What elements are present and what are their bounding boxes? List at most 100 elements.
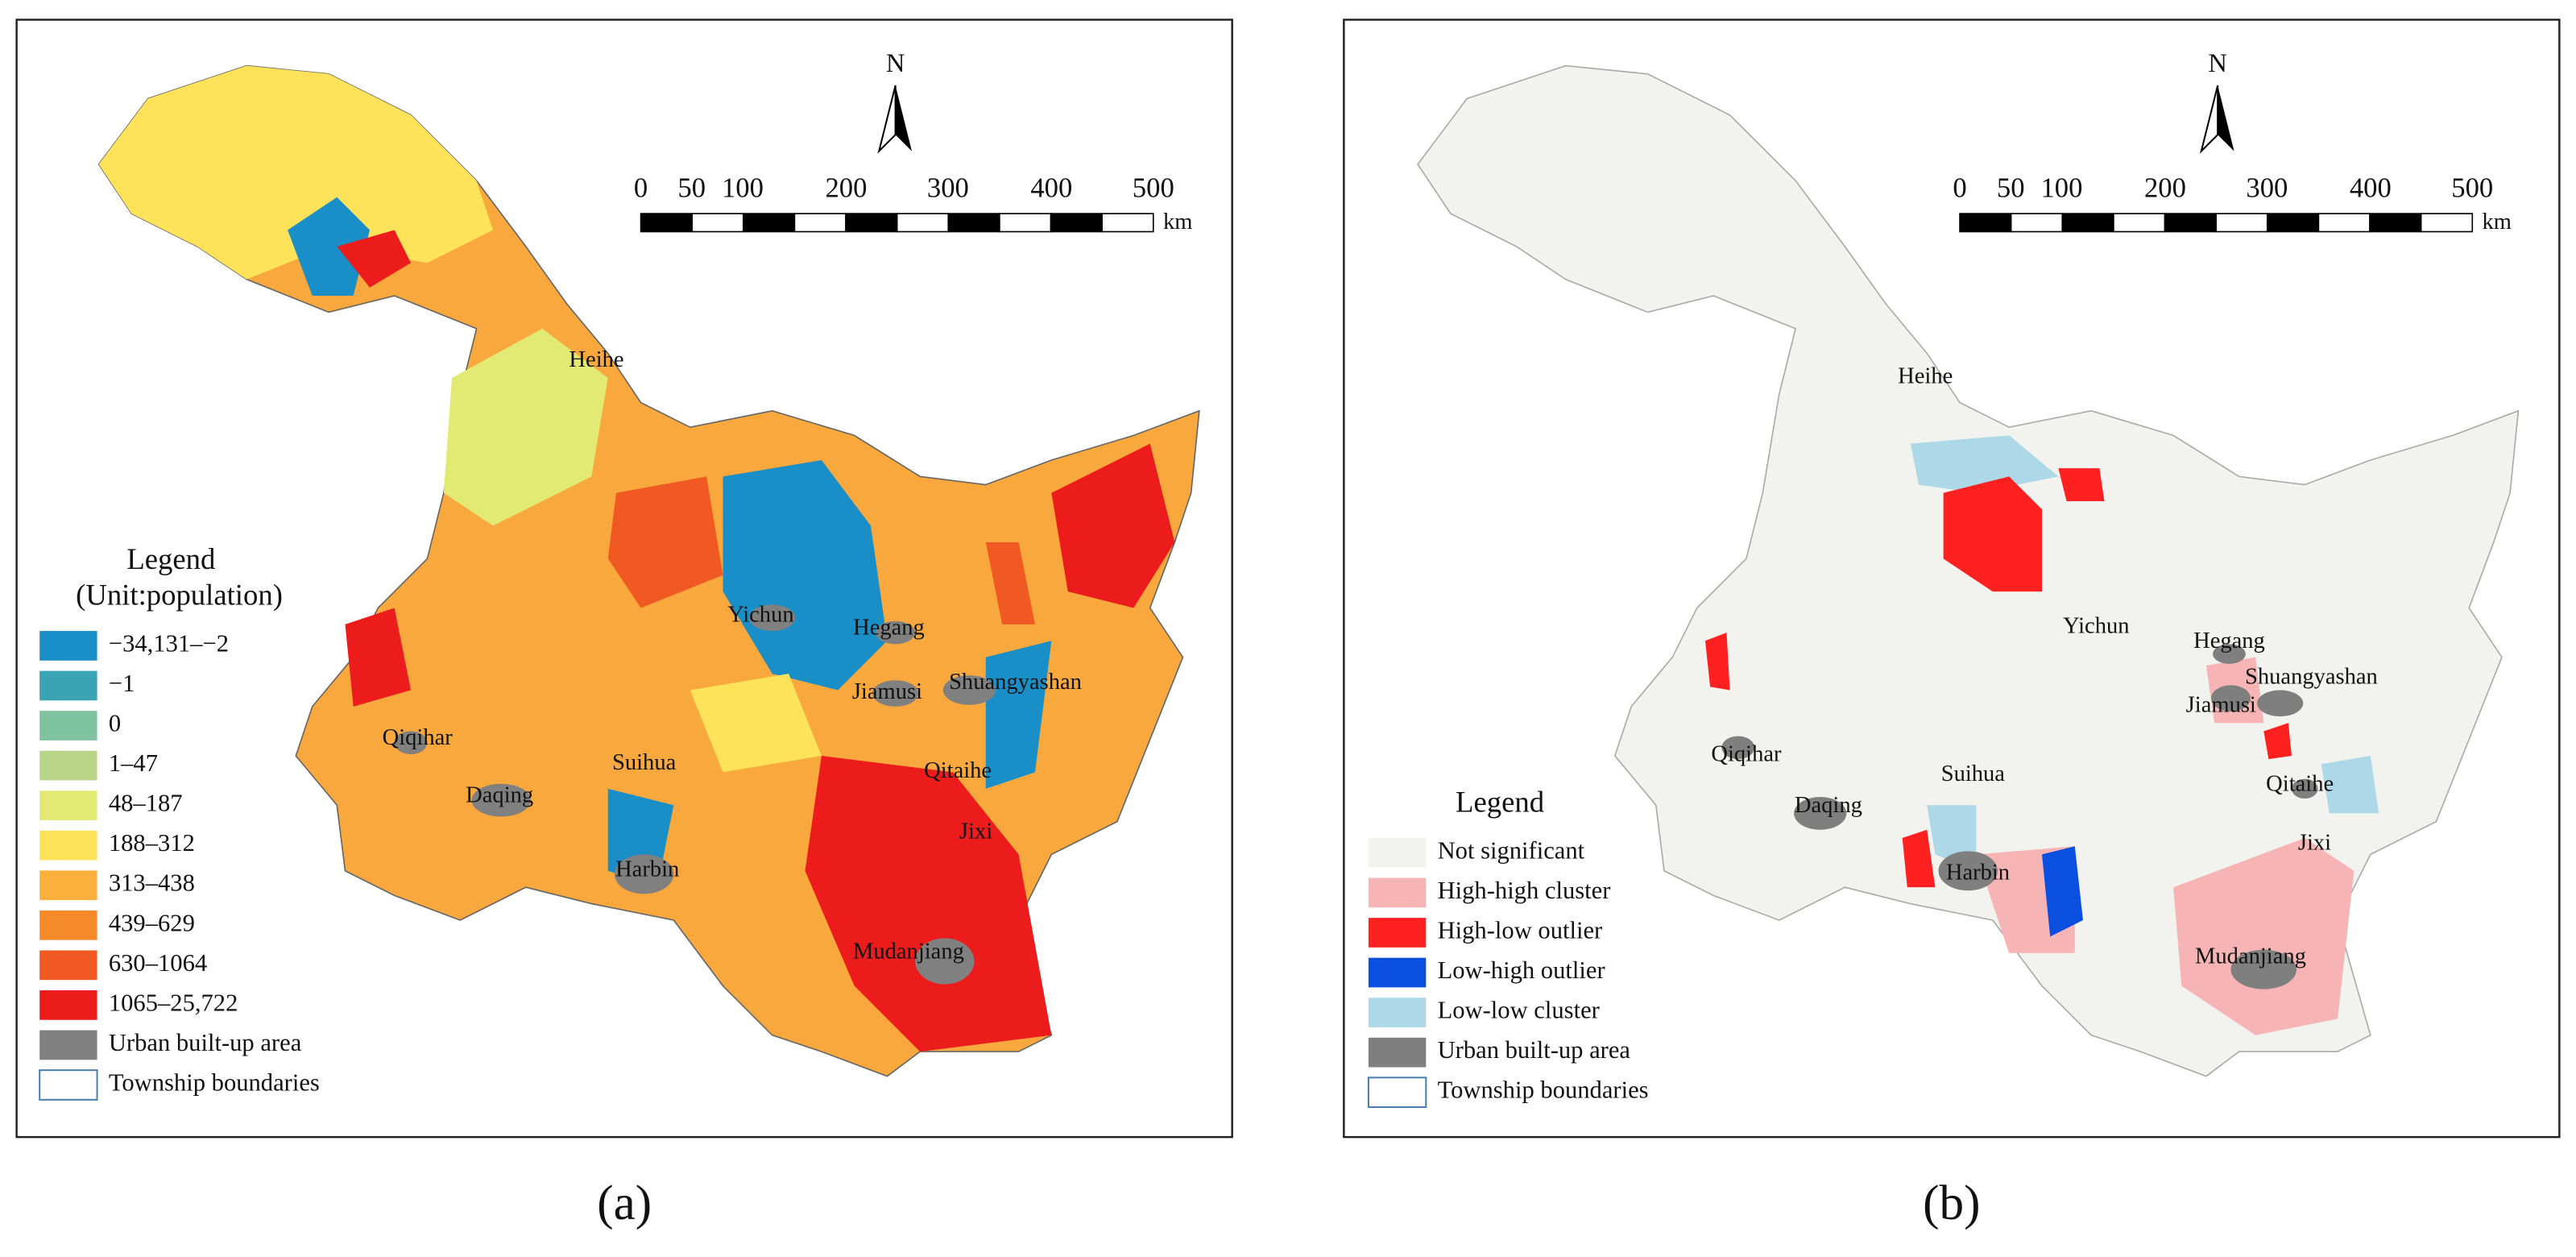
legend-label: Urban built-up area (1438, 1036, 1631, 1064)
legend-label: Not significant (1438, 836, 1585, 864)
scale-tick-label: 400 (2350, 173, 2392, 204)
legend-label: Township boundaries (109, 1069, 320, 1097)
scale-segment (2317, 213, 2371, 233)
legend-title: Legend (126, 542, 215, 575)
scale-tick-label: 100 (722, 173, 764, 204)
legend-swatch (1368, 838, 1427, 868)
city-label: Mudanjiang (2195, 944, 2306, 969)
panel-label: (a) (597, 1176, 652, 1230)
city-label: Daqing (1795, 793, 1862, 818)
legend-swatch (39, 830, 97, 861)
city-label: Hegang (853, 616, 925, 641)
scale-tick-label: 400 (1030, 173, 1072, 204)
scale-segment (2215, 213, 2268, 233)
legend-label: Township boundaries (1438, 1077, 1649, 1104)
map-a (97, 64, 1200, 1077)
legend-swatch (39, 1030, 97, 1060)
legend-label: 439–629 (109, 909, 195, 936)
legend-swatch (39, 870, 97, 901)
legend-label: −34,131–−2 (109, 629, 229, 657)
scale-segment (999, 213, 1052, 233)
scale-tick-label: 200 (825, 173, 867, 204)
legend-label: Low-low cluster (1438, 997, 1600, 1024)
north-label: N (886, 49, 905, 78)
scale-segment (1050, 213, 1103, 233)
city-label: Yichun (727, 602, 793, 627)
scale-segment (2369, 213, 2422, 233)
legend-label: High-low outlier (1438, 916, 1603, 944)
scale-tick-label: 500 (1133, 173, 1174, 204)
panel-label: (b) (1923, 1176, 1980, 1230)
city-label: Qitaihe (924, 758, 992, 783)
city-label: Jiamusi (852, 679, 922, 704)
city-label: Qiqihar (1711, 742, 1782, 767)
scale-segment (793, 213, 847, 233)
scale-segment (1101, 213, 1154, 233)
city-label: Jixi (959, 819, 992, 844)
city-label: Qiqihar (383, 725, 453, 750)
legend-label: Low-high outlier (1438, 956, 1605, 984)
scale-tick-label: 0 (634, 173, 648, 204)
legend-swatch (1368, 1037, 1427, 1068)
city-label: Heihe (569, 347, 623, 372)
scale-tick-label: 200 (2144, 173, 2186, 204)
legend-swatch (39, 950, 97, 981)
city-label: Qitaihe (2266, 771, 2334, 796)
legend-swatch (39, 990, 97, 1020)
scale-segment (2266, 213, 2320, 233)
scale-segment (2164, 213, 2217, 233)
legend-label: High-high cluster (1438, 877, 1611, 904)
north-label: N (2208, 49, 2227, 78)
city-label: Suihua (1941, 761, 2006, 786)
scale-segment (2010, 213, 2064, 233)
map-b (1417, 64, 2520, 1077)
scale-segment (1959, 213, 2012, 233)
scale-segment (742, 213, 796, 233)
scale-segment (2113, 213, 2166, 233)
city-label: Heihe (1898, 364, 1953, 389)
scale-segment (947, 213, 1000, 233)
city-label: Shuangyashan (2245, 665, 2378, 690)
legend-label: 48–187 (109, 790, 183, 817)
scale-tick-label: 50 (1997, 173, 2025, 204)
legend-label: 0 (109, 710, 121, 737)
legend-swatch (1368, 957, 1427, 988)
legend-swatch (1368, 877, 1427, 908)
north-arrow (2218, 85, 2234, 151)
legend-swatch (39, 1069, 98, 1101)
scale-segment (896, 213, 950, 233)
legend-swatch (39, 910, 97, 940)
scale-tick-label: 300 (2246, 173, 2288, 204)
scale-tick-label: 500 (2451, 173, 2493, 204)
scale-unit: km (1163, 210, 1192, 234)
legend-swatch (39, 631, 97, 661)
legend-label: 1–47 (109, 749, 158, 777)
city-label: Daqing (466, 783, 533, 808)
legend-swatch (39, 711, 97, 741)
scale-segment (691, 213, 744, 233)
city-label: Jiamusi (2186, 692, 2256, 717)
scale-segment (640, 213, 693, 233)
legend-label: 313–438 (109, 869, 195, 897)
legend-swatch (1367, 1077, 1427, 1109)
scale-tick-label: 50 (677, 173, 706, 204)
legend-label: 630–1064 (109, 949, 207, 977)
city-label: Harbin (1946, 860, 2010, 885)
scale-segment (845, 213, 898, 233)
city-label: Jixi (2298, 831, 2331, 856)
city-label: Mudanjiang (853, 939, 964, 964)
legend-swatch (39, 750, 97, 781)
scale-segment (2420, 213, 2474, 233)
legend-title: Legend (1456, 786, 1544, 819)
scale-tick-label: 100 (2040, 173, 2082, 204)
city-label: Harbin (615, 857, 679, 882)
scale-tick-label: 0 (1953, 173, 1966, 204)
legend-swatch (39, 670, 97, 701)
legend-label: −1 (109, 670, 135, 697)
legend-label: 188–312 (109, 829, 195, 857)
city-label: Suihua (612, 750, 677, 775)
city-label: Yichun (2063, 614, 2129, 639)
legend-swatch (1368, 918, 1427, 948)
